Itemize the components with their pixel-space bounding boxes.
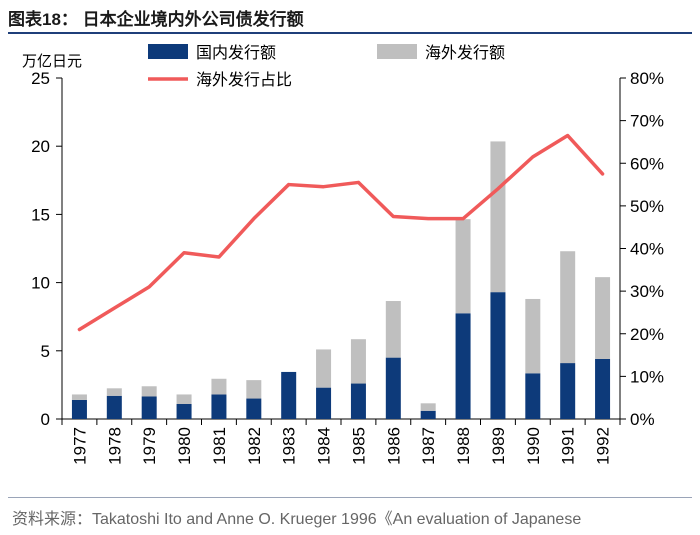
bar-overseas	[385, 301, 401, 358]
line-point	[566, 134, 569, 137]
line-point	[252, 217, 256, 220]
unit-label: 万亿日元	[22, 53, 82, 70]
line-point	[113, 306, 116, 310]
line-point	[601, 172, 604, 176]
x-tick-label: 1982	[245, 427, 264, 465]
bar-domestic	[525, 373, 541, 419]
left-tick-label: 25	[31, 69, 50, 88]
bar-domestic	[106, 395, 122, 419]
bar-domestic	[595, 358, 611, 419]
chart-axes: 0 5 10 15 20 25 0% 10% 20% 30% 40% 50% 60% 70% 80% 1977…	[31, 69, 664, 465]
right-tick-label: 70%	[630, 112, 664, 131]
line-point	[147, 285, 151, 289]
bar-domestic	[141, 396, 157, 419]
line-point	[78, 328, 81, 331]
page-title: 图表18： 日本企业境内外公司债发行额	[8, 10, 304, 29]
bar-domestic	[490, 292, 506, 419]
chart: 0 5 10 15 20 25 0% 10% 20% 30% 40% 50% 60% 70% 80% 1977…	[22, 44, 664, 465]
bar-overseas	[350, 339, 366, 384]
left-tick-label: 20	[31, 137, 50, 156]
x-tick-label: 1977	[70, 427, 89, 465]
line-overseas-share	[77, 133, 605, 332]
bar-overseas	[525, 298, 541, 374]
bar-domestic	[71, 399, 87, 419]
legend-swatch-domestic	[148, 44, 188, 59]
line-point	[426, 217, 430, 220]
line-point	[392, 215, 395, 218]
x-tick-label: 1990	[524, 427, 543, 465]
x-tick-label: 1989	[489, 427, 508, 465]
line-point	[496, 187, 500, 191]
bar-overseas	[246, 380, 262, 399]
line-point	[357, 181, 360, 184]
bar-domestic	[176, 403, 192, 419]
bar-overseas	[316, 349, 332, 388]
bar-overseas	[141, 386, 157, 397]
bar-overseas	[455, 219, 471, 314]
line-point	[217, 255, 221, 259]
x-tick-label: 1978	[105, 427, 124, 465]
bar-domestic	[560, 363, 576, 419]
source-divider	[8, 497, 692, 498]
right-tick-label: 30%	[630, 282, 664, 301]
x-tick-label: 1987	[419, 427, 438, 465]
right-tick-label: 50%	[630, 197, 664, 216]
title-divider	[8, 32, 692, 34]
bar-domestic	[455, 313, 471, 419]
bar-overseas	[560, 251, 576, 364]
right-tick-label: 10%	[630, 367, 664, 386]
line-point	[182, 251, 186, 254]
x-tick-label: 1980	[175, 427, 194, 465]
x-tick-label: 1992	[594, 427, 613, 465]
x-tick-label: 1981	[210, 427, 229, 465]
x-tick-label: 1986	[384, 427, 403, 465]
legend-label-domestic: 国内发行额	[196, 44, 276, 62]
chart-line	[77, 133, 605, 332]
left-tick-label: 5	[41, 342, 50, 361]
bar-overseas	[71, 394, 87, 400]
bar-overseas	[420, 403, 436, 411]
x-tick-label: 1984	[315, 427, 334, 465]
line-point	[322, 185, 325, 188]
right-tick-label: 80%	[630, 69, 664, 88]
line-point	[461, 217, 465, 220]
chart-bars	[71, 141, 611, 419]
bar-domestic	[281, 371, 297, 419]
right-tick-label: 0%	[630, 410, 655, 429]
x-tick-label: 1983	[280, 427, 299, 465]
left-tick-label: 15	[31, 205, 50, 224]
bar-domestic	[350, 383, 366, 419]
x-tick-label: 1985	[349, 427, 368, 465]
bar-overseas	[106, 388, 122, 396]
bar-overseas	[490, 141, 506, 293]
right-tick-label: 60%	[630, 154, 664, 173]
line-point	[531, 155, 535, 159]
left-tick-label: 10	[31, 274, 50, 293]
line-point	[287, 183, 290, 186]
bar-domestic	[246, 398, 262, 419]
right-tick-label: 20%	[630, 325, 664, 344]
legend-swatch-overseas	[377, 44, 417, 59]
legend-label-overseas: 海外发行额	[425, 44, 505, 62]
bar-domestic	[385, 357, 401, 419]
legend-label-share: 海外发行占比	[196, 71, 292, 89]
left-tick-label: 0	[41, 410, 50, 429]
bar-domestic	[420, 410, 436, 419]
source-note: 资料来源：Takatoshi Ito and Anne O. Krueger 1…	[12, 511, 582, 528]
bar-domestic	[316, 387, 332, 419]
bar-overseas	[176, 394, 192, 404]
bar-domestic	[211, 394, 227, 419]
x-tick-label: 1991	[559, 427, 578, 465]
bar-overseas	[211, 378, 227, 395]
x-tick-label: 1979	[140, 427, 159, 465]
right-tick-label: 40%	[630, 240, 664, 259]
bar-overseas	[595, 277, 611, 359]
x-tick-label: 1988	[454, 427, 473, 465]
